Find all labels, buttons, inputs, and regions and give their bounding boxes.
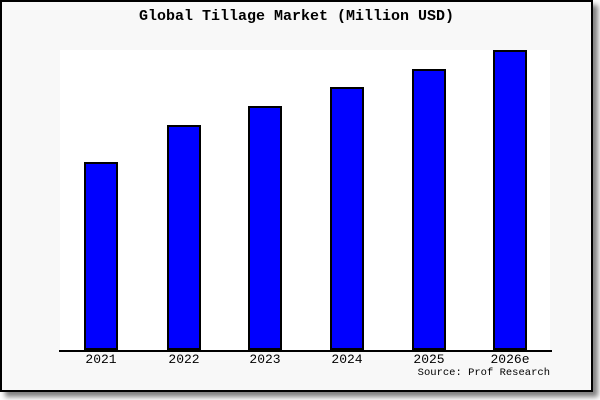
- bar-2023: [248, 106, 282, 350]
- x-tick-label-2026e: 2026e: [490, 352, 530, 367]
- bar-2022: [167, 125, 201, 350]
- bar-2025: [412, 69, 446, 350]
- bar-2026e: [493, 50, 527, 350]
- bar-2024: [330, 87, 364, 350]
- chart-title: Global Tillage Market (Million USD): [138, 8, 455, 25]
- bar-2021: [84, 162, 118, 350]
- x-axis-line: [59, 350, 552, 352]
- x-tick-label-2023: 2023: [249, 352, 281, 367]
- x-tick-label-2022: 2022: [168, 352, 200, 367]
- source-credit: Source: Prof Research: [417, 367, 550, 379]
- plot-area: [60, 50, 550, 350]
- chart-frame: Global Tillage Market (Million USD) 2021…: [0, 0, 593, 392]
- x-tick-label-2025: 2025: [413, 352, 445, 367]
- x-tick-label-2021: 2021: [85, 352, 117, 367]
- x-tick-label-2024: 2024: [331, 352, 363, 367]
